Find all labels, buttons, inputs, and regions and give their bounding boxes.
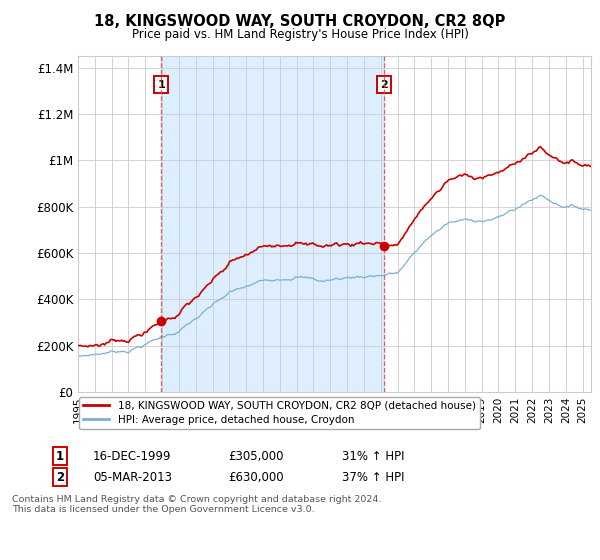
Text: 2: 2 — [56, 470, 64, 484]
Text: This data is licensed under the Open Government Licence v3.0.: This data is licensed under the Open Gov… — [12, 505, 314, 514]
Text: Contains HM Land Registry data © Crown copyright and database right 2024.: Contains HM Land Registry data © Crown c… — [12, 495, 382, 504]
Legend: 18, KINGSWOOD WAY, SOUTH CROYDON, CR2 8QP (detached house), HPI: Average price, : 18, KINGSWOOD WAY, SOUTH CROYDON, CR2 8Q… — [79, 396, 480, 430]
Bar — [161, 56, 383, 392]
Text: £630,000: £630,000 — [228, 470, 284, 484]
Text: 05-MAR-2013: 05-MAR-2013 — [93, 470, 172, 484]
Text: 1: 1 — [56, 450, 64, 463]
Text: 1: 1 — [158, 80, 165, 90]
Text: 2: 2 — [380, 80, 388, 90]
Text: 18, KINGSWOOD WAY, SOUTH CROYDON, CR2 8QP: 18, KINGSWOOD WAY, SOUTH CROYDON, CR2 8Q… — [94, 14, 506, 29]
Text: 16-DEC-1999: 16-DEC-1999 — [93, 450, 172, 463]
Text: 37% ↑ HPI: 37% ↑ HPI — [342, 470, 404, 484]
Text: 31% ↑ HPI: 31% ↑ HPI — [342, 450, 404, 463]
Text: £305,000: £305,000 — [228, 450, 284, 463]
Text: Price paid vs. HM Land Registry's House Price Index (HPI): Price paid vs. HM Land Registry's House … — [131, 28, 469, 41]
